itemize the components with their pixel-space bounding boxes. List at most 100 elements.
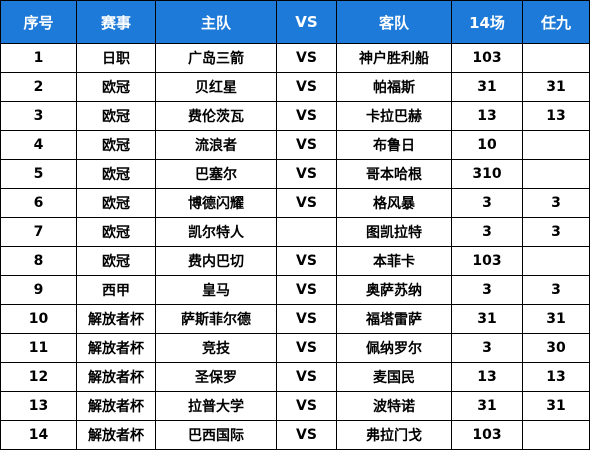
cell-league: 欧冠 [76, 72, 156, 102]
cell-any-9 [522, 43, 590, 73]
cell-home-team: 圣保罗 [155, 362, 277, 392]
cell-any-9: 13 [522, 362, 590, 392]
cell-14-matches: 103 [451, 246, 523, 276]
cell-index: 11 [0, 333, 77, 363]
cell-away-team: 布鲁日 [336, 130, 452, 160]
cell-home-team: 竞技 [155, 333, 277, 363]
cell-away-team: 弗拉门戈 [336, 420, 452, 450]
cell-home-team: 巴西国际 [155, 420, 277, 450]
cell-home-team: 凯尔特人 [155, 217, 277, 247]
cell-home-team: 流浪者 [155, 130, 277, 160]
cell-league: 欧冠 [76, 101, 156, 131]
table-row: 13 解放者杯 拉普大学 VS 波特诺 31 31 [0, 391, 590, 421]
cell-home-team: 皇马 [155, 275, 277, 305]
table-row: 10 解放者杯 萨斯菲尔德 VS 福塔雷萨 31 31 [0, 304, 590, 334]
cell-home-team: 巴塞尔 [155, 159, 277, 189]
cell-index: 9 [0, 275, 77, 305]
table-row: 4 欧冠 流浪者 VS 布鲁日 10 [0, 130, 590, 160]
cell-home-team: 拉普大学 [155, 391, 277, 421]
header-row: 序号 赛事 主队 VS 客队 14场 任九 [0, 0, 590, 44]
table-row: 14 解放者杯 巴西国际 VS 弗拉门戈 103 [0, 420, 590, 450]
cell-14-matches: 3 [451, 275, 523, 305]
cell-any-9: 31 [522, 304, 590, 334]
cell-vs [276, 217, 337, 247]
cell-league: 欧冠 [76, 217, 156, 247]
cell-vs: VS [276, 72, 337, 102]
header-league: 赛事 [76, 0, 156, 44]
cell-home-team: 广岛三箭 [155, 43, 277, 73]
cell-home-team: 贝红星 [155, 72, 277, 102]
cell-any-9: 13 [522, 101, 590, 131]
cell-index: 8 [0, 246, 77, 276]
table-row: 9 西甲 皇马 VS 奥萨苏纳 3 3 [0, 275, 590, 305]
cell-index: 12 [0, 362, 77, 392]
cell-vs: VS [276, 246, 337, 276]
cell-14-matches: 13 [451, 101, 523, 131]
cell-away-team: 本菲卡 [336, 246, 452, 276]
table-row: 8 欧冠 费内巴切 VS 本菲卡 103 [0, 246, 590, 276]
cell-14-matches: 103 [451, 43, 523, 73]
cell-14-matches: 10 [451, 130, 523, 160]
cell-vs: VS [276, 275, 337, 305]
cell-any-9: 30 [522, 333, 590, 363]
cell-any-9: 3 [522, 275, 590, 305]
header-away-team: 客队 [336, 0, 452, 44]
cell-14-matches: 3 [451, 217, 523, 247]
header-home-team: 主队 [155, 0, 277, 44]
cell-any-9: 31 [522, 72, 590, 102]
cell-index: 3 [0, 101, 77, 131]
cell-league: 日职 [76, 43, 156, 73]
table-row: 5 欧冠 巴塞尔 VS 哥本哈根 310 [0, 159, 590, 189]
cell-14-matches: 31 [451, 391, 523, 421]
header-14-matches: 14场 [451, 0, 523, 44]
cell-index: 6 [0, 188, 77, 218]
cell-away-team: 神户胜利船 [336, 43, 452, 73]
cell-league: 解放者杯 [76, 333, 156, 363]
cell-league: 欧冠 [76, 159, 156, 189]
cell-14-matches: 31 [451, 72, 523, 102]
table-row: 2 欧冠 贝红星 VS 帕福斯 31 31 [0, 72, 590, 102]
cell-league: 解放者杯 [76, 391, 156, 421]
cell-away-team: 哥本哈根 [336, 159, 452, 189]
cell-league: 欧冠 [76, 188, 156, 218]
cell-home-team: 费伦茨瓦 [155, 101, 277, 131]
table-row: 1 日职 广岛三箭 VS 神户胜利船 103 [0, 43, 590, 73]
cell-vs: VS [276, 362, 337, 392]
cell-league: 欧冠 [76, 246, 156, 276]
table-body: 1 日职 广岛三箭 VS 神户胜利船 103 2 欧冠 贝红星 VS 帕福斯 31 31 3 欧冠 费伦茨瓦 V… [0, 43, 590, 450]
table-row: 7 欧冠 凯尔特人 图凯拉特 3 3 [0, 217, 590, 247]
cell-home-team: 费内巴切 [155, 246, 277, 276]
cell-any-9: 3 [522, 217, 590, 247]
cell-index: 7 [0, 217, 77, 247]
table-row: 6 欧冠 博德闪耀 VS 格风暴 3 3 [0, 188, 590, 218]
cell-league: 西甲 [76, 275, 156, 305]
cell-vs: VS [276, 188, 337, 218]
cell-index: 13 [0, 391, 77, 421]
cell-vs: VS [276, 43, 337, 73]
cell-vs: VS [276, 159, 337, 189]
cell-14-matches: 3 [451, 333, 523, 363]
cell-index: 2 [0, 72, 77, 102]
cell-league: 解放者杯 [76, 304, 156, 334]
cell-index: 14 [0, 420, 77, 450]
cell-away-team: 卡拉巴赫 [336, 101, 452, 131]
cell-away-team: 佩纳罗尔 [336, 333, 452, 363]
cell-away-team: 帕福斯 [336, 72, 452, 102]
cell-away-team: 格风暴 [336, 188, 452, 218]
cell-any-9 [522, 420, 590, 450]
cell-index: 1 [0, 43, 77, 73]
cell-away-team: 奥萨苏纳 [336, 275, 452, 305]
cell-any-9 [522, 159, 590, 189]
cell-any-9: 3 [522, 188, 590, 218]
cell-any-9 [522, 130, 590, 160]
header-vs: VS [276, 0, 337, 44]
cell-14-matches: 310 [451, 159, 523, 189]
cell-league: 欧冠 [76, 130, 156, 160]
cell-league: 解放者杯 [76, 362, 156, 392]
cell-vs: VS [276, 391, 337, 421]
cell-vs: VS [276, 130, 337, 160]
cell-vs: VS [276, 101, 337, 131]
cell-index: 5 [0, 159, 77, 189]
cell-league: 解放者杯 [76, 420, 156, 450]
